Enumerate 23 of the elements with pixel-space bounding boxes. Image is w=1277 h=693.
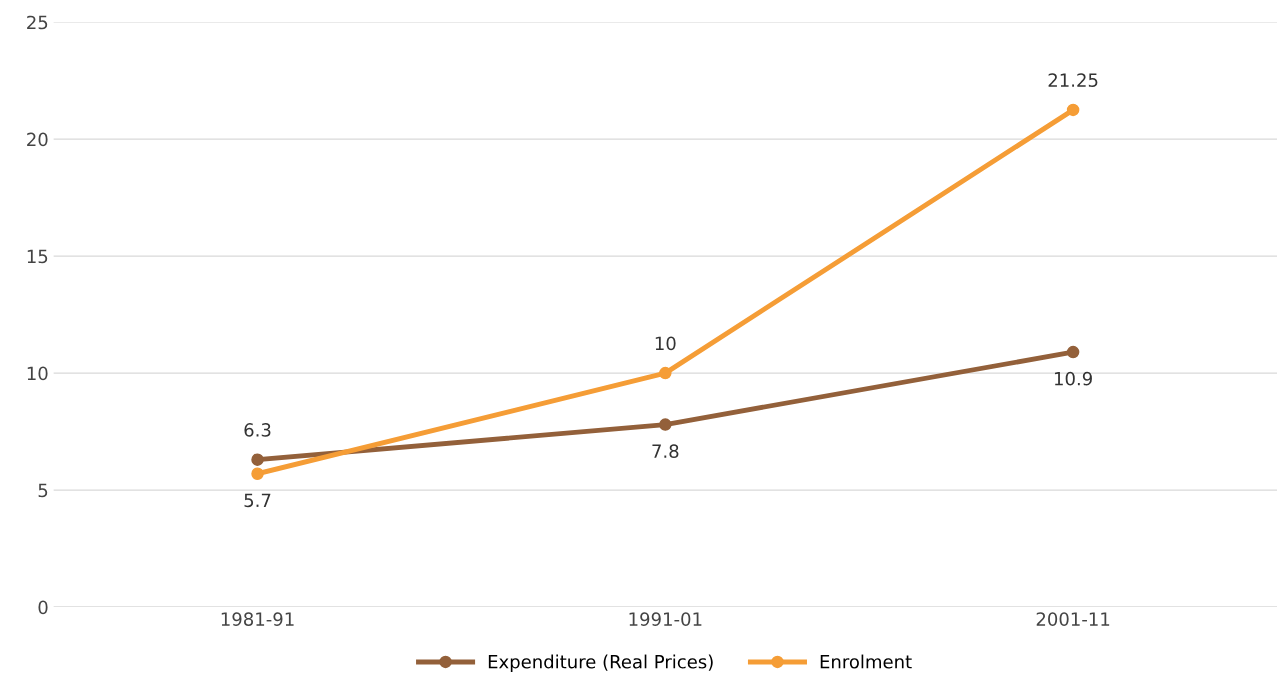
point: [1066, 345, 1080, 359]
data-label: 21.25: [1048, 73, 1098, 87]
data-label: 6.3: [244, 423, 271, 437]
point: [251, 453, 264, 466]
y-tick-label: 15: [27, 249, 48, 264]
legend-label: Expenditure (Real Prices): [488, 654, 713, 673]
x-tick-label: 1981-91: [221, 612, 294, 626]
point: [659, 418, 672, 431]
x-tick-label: 2001-11: [1036, 612, 1110, 626]
point: [659, 366, 672, 380]
legend-label: Enrolment: [820, 654, 912, 669]
data-label: 10: [655, 336, 676, 351]
data-label: 7.8: [652, 444, 679, 458]
data-label: 5.7: [244, 493, 271, 508]
y-tick-label: 20: [27, 132, 48, 147]
y-tick-label: 25: [27, 15, 48, 30]
x-tick-label: 1991-01: [629, 612, 702, 626]
y-tick-label: 0: [38, 600, 48, 615]
point: [1066, 103, 1080, 117]
point: [251, 467, 264, 480]
y-tick-label: 5: [38, 483, 48, 498]
data-label: 10.9: [1054, 371, 1092, 386]
y-tick-label: 10: [27, 366, 48, 381]
